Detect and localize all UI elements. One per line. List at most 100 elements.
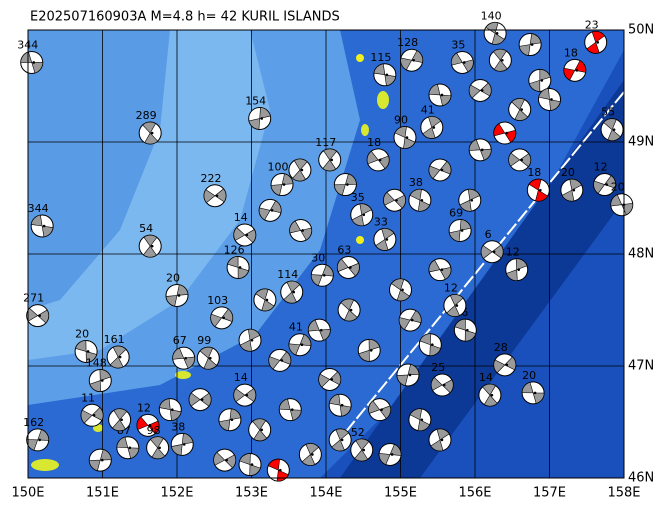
ball-axis	[177, 294, 181, 297]
focal-mechanism	[188, 388, 212, 412]
focal-mechanism	[350, 438, 374, 462]
focal-mechanism	[172, 346, 196, 370]
ball-axis	[245, 393, 249, 397]
focal-mechanism	[396, 363, 420, 387]
ball-compression	[75, 340, 98, 363]
ball-compression	[331, 428, 349, 452]
ball-axis	[200, 398, 204, 401]
depth-label: 20	[75, 327, 89, 340]
y-tick-label: 50N	[628, 23, 654, 38]
ball-compression	[468, 82, 492, 99]
ball-compression	[337, 258, 360, 277]
focal-mechanism	[378, 442, 402, 466]
ball-compression	[116, 436, 140, 459]
ball-axis	[470, 198, 474, 202]
ball-compression	[218, 408, 242, 432]
depth-label: 271	[23, 292, 44, 305]
focal-mechanism	[288, 333, 312, 357]
ball-compression	[521, 381, 545, 404]
ball-axis	[492, 250, 496, 254]
depth-label: 20	[522, 369, 536, 382]
depth-label: 126	[224, 243, 245, 256]
ball-axis	[455, 304, 459, 307]
ball-axis	[432, 126, 436, 129]
ball-compression	[239, 328, 261, 352]
focal-mechanism	[483, 21, 507, 45]
ball-compression	[368, 400, 391, 419]
ball-compression	[378, 443, 402, 465]
ball-compression	[255, 288, 275, 312]
ball-axis	[265, 298, 269, 302]
focal-mechanism	[493, 121, 517, 145]
focal-mechanism	[80, 403, 104, 427]
ball-axis	[480, 89, 484, 92]
focal-mechanism	[458, 188, 482, 212]
ball-compression	[603, 118, 621, 141]
x-tick-label: 158E	[607, 486, 640, 501]
focal-mechanism	[165, 283, 189, 307]
ball-compression	[508, 152, 531, 168]
x-tick-label: 154E	[309, 486, 342, 501]
focal-mechanism	[420, 115, 444, 139]
ball-axis	[440, 268, 444, 271]
focal-mechanism	[138, 234, 162, 258]
ball-axis	[222, 316, 225, 320]
depth-label: 18	[564, 46, 578, 59]
focal-mechanism	[20, 50, 44, 74]
focal-mechanism	[213, 448, 237, 472]
focal-mechanism	[333, 173, 357, 197]
focal-mechanism	[233, 383, 257, 407]
ball-axis	[520, 158, 523, 162]
depth-label: 14	[234, 371, 248, 384]
ball-compression	[267, 458, 289, 482]
depth-label: 98	[147, 424, 161, 437]
focal-mechanism	[318, 148, 342, 172]
ball-axis	[380, 408, 383, 411]
focal-mechanism	[428, 158, 452, 182]
ball-compression	[366, 150, 390, 169]
focal-mechanism	[116, 436, 140, 460]
focal-mechanism	[289, 218, 313, 242]
ball-axis	[395, 198, 398, 202]
depth-label: 38	[409, 176, 423, 189]
ball-axis	[301, 229, 304, 232]
focal-mechanism	[430, 373, 454, 397]
ball-axis	[378, 158, 382, 162]
ball-axis	[158, 446, 161, 450]
focal-mechanism	[310, 263, 334, 287]
focal-mechanism	[448, 218, 472, 242]
ball-axis	[170, 408, 174, 411]
focal-mechanism	[350, 203, 374, 227]
ball-compression	[270, 173, 294, 196]
focal-mechanism	[560, 178, 584, 202]
ball-compression	[430, 377, 454, 394]
ball-compression	[248, 107, 271, 130]
focal-mechanism	[248, 106, 272, 130]
ball-compression	[394, 126, 416, 149]
ball-compression	[428, 161, 452, 179]
ball-compression	[375, 228, 395, 251]
ball-axis	[440, 93, 444, 97]
depth-label: 23	[585, 18, 599, 31]
depth-label: 90	[394, 114, 408, 127]
ball-axis	[362, 213, 366, 217]
ball-compression	[493, 123, 517, 143]
focal-mechanism	[428, 83, 452, 107]
y-tick-label: 49N	[628, 135, 654, 150]
ball-axis	[495, 32, 499, 35]
ball-axis	[596, 41, 599, 44]
ball-compression	[233, 227, 257, 243]
focal-mechanism	[26, 304, 50, 328]
ball-compression	[451, 52, 474, 73]
depth-label: 140	[481, 9, 502, 22]
ball-compression	[301, 443, 320, 466]
focal-mechanism	[593, 173, 617, 197]
ball-axis	[292, 290, 296, 294]
focal-mechanism	[488, 48, 512, 72]
ball-axis	[182, 443, 186, 446]
ball-compression	[308, 319, 331, 341]
focal-mechanism	[468, 138, 492, 162]
ball-compression	[328, 393, 352, 417]
ball-axis	[505, 131, 509, 135]
depth-label: 148	[86, 357, 107, 370]
